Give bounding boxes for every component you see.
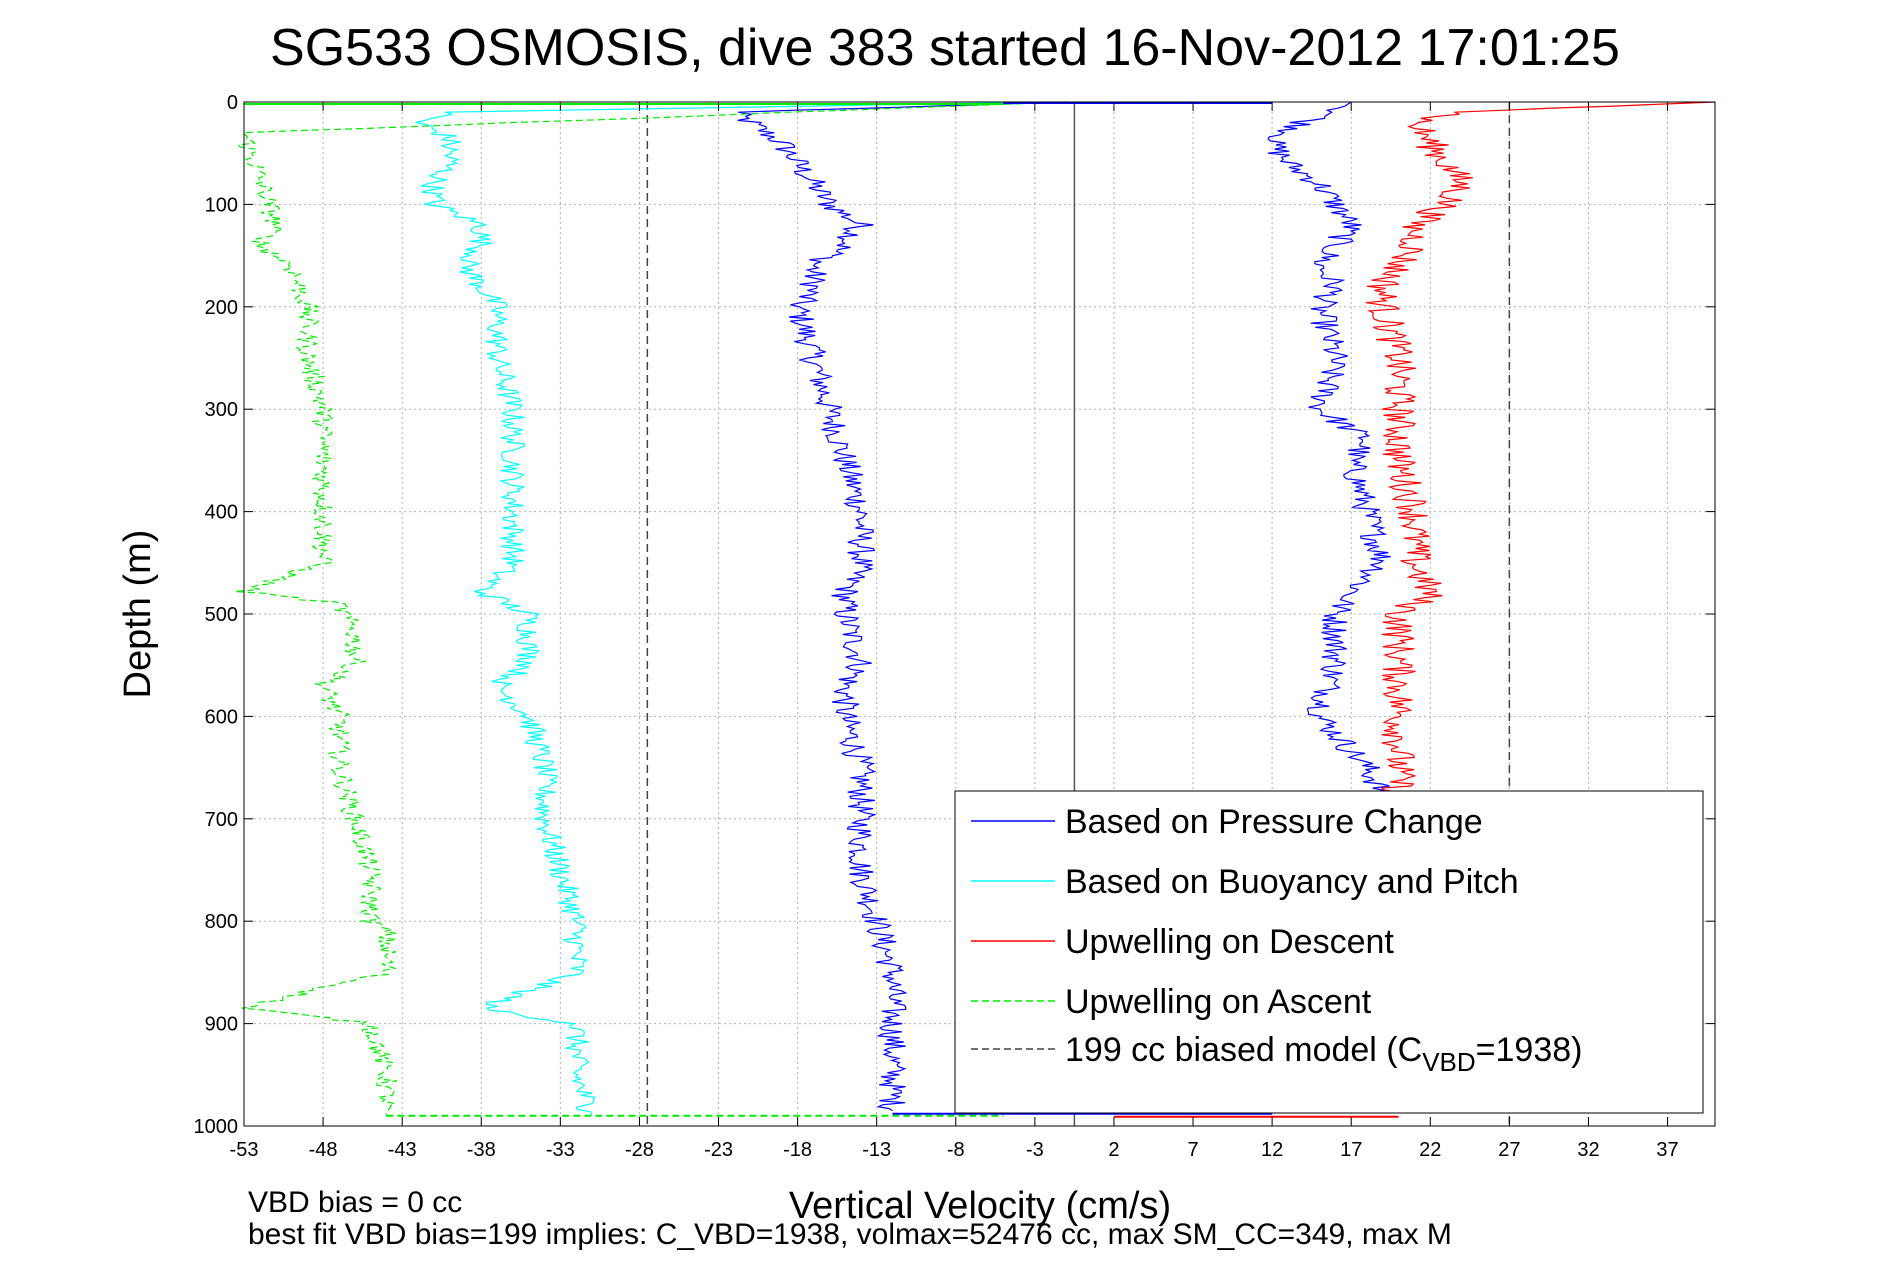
legend-box xyxy=(954,790,1704,1114)
series-group xyxy=(234,101,1716,1118)
x-tick-label: -43 xyxy=(388,1139,417,1161)
vbd-bias-annotation: VBD bias = 0 cc xyxy=(248,1186,462,1219)
series-line xyxy=(737,101,1067,1112)
series-line xyxy=(234,101,1067,1116)
legend-label: Upwelling on Descent xyxy=(1065,923,1394,961)
legend-label: Based on Pressure Change xyxy=(1065,803,1483,841)
y-tick-label: 1000 xyxy=(194,1116,239,1138)
x-tick-label: -33 xyxy=(546,1139,575,1161)
best-fit-annotation: best fit VBD bias=199 implies: C_VBD=193… xyxy=(248,1218,1452,1251)
x-tick-label: -18 xyxy=(783,1139,812,1161)
legend-suffix: =1938) xyxy=(1476,1031,1583,1069)
y-tick-label: 200 xyxy=(205,297,238,319)
y-axis-label: Depth (m) xyxy=(117,530,159,699)
legend-subscript: VBD xyxy=(1422,1047,1475,1077)
y-tick-label: 0 xyxy=(227,92,238,114)
x-tick-label: -53 xyxy=(230,1139,259,1161)
x-tick-label: -3 xyxy=(1026,1139,1044,1161)
x-tick-label: 2 xyxy=(1108,1139,1119,1161)
x-tick-label: -8 xyxy=(947,1139,965,1161)
y-tick-label: 600 xyxy=(205,706,238,728)
x-tick-label: -13 xyxy=(862,1139,891,1161)
x-tick-label: 12 xyxy=(1261,1139,1283,1161)
x-tick-label: -48 xyxy=(309,1139,338,1161)
y-tick-label: 900 xyxy=(205,1014,238,1036)
y-tick-label: 400 xyxy=(205,502,238,524)
x-tick-label: 17 xyxy=(1340,1139,1362,1161)
x-tick-label: 37 xyxy=(1656,1139,1678,1161)
x-tick-label: -38 xyxy=(467,1139,496,1161)
x-tick-label: 22 xyxy=(1419,1139,1441,1161)
x-tick-label: 32 xyxy=(1577,1139,1599,1161)
x-tick-label: 27 xyxy=(1498,1139,1520,1161)
legend-label: Based on Buoyancy and Pitch xyxy=(1065,863,1519,901)
y-tick-label: 100 xyxy=(205,194,238,216)
series-line xyxy=(415,101,1051,1117)
y-tick-label: 800 xyxy=(205,911,238,933)
legend-label: Upwelling on Ascent xyxy=(1065,983,1372,1021)
y-tick-label: 500 xyxy=(205,604,238,626)
y-tick-label: 300 xyxy=(205,399,238,421)
x-tick-label: -28 xyxy=(625,1139,654,1161)
chart-title: SG533 OSMOSIS, dive 383 started 16-Nov-2… xyxy=(270,19,1620,77)
y-tick-label: 700 xyxy=(205,809,238,831)
x-tick-label: 7 xyxy=(1187,1139,1198,1161)
axis-ticks: -53 -48 -43 -38 -33 -28 -23 -18 -13 -8 -3 2 7 12 17 22 2… xyxy=(194,92,1715,1161)
series-line xyxy=(1365,101,1716,799)
x-tick-label: -23 xyxy=(704,1139,733,1161)
legend: Based on Pressure Change Based on Buoyanc… xyxy=(954,790,1704,1114)
x-axis-label: Vertical Velocity (cm/s) xyxy=(789,1185,1171,1227)
